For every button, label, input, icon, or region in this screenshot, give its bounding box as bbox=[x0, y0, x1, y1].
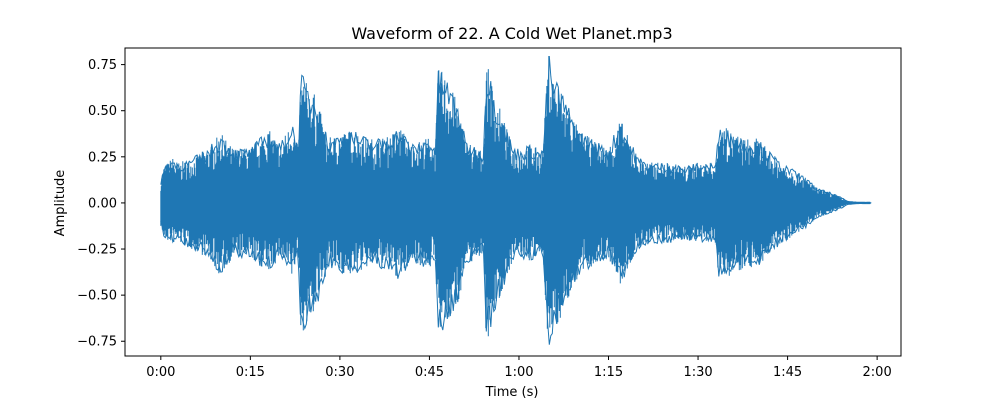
x-tick-label: 1:45 bbox=[773, 365, 802, 380]
waveform-upper-peak-line bbox=[160, 55, 871, 203]
x-tick-label: 0:45 bbox=[415, 365, 444, 380]
waveform-lower-peak-line bbox=[160, 202, 871, 345]
x-tick-label: 1:15 bbox=[594, 365, 623, 380]
y-tick-label: −0.25 bbox=[77, 243, 117, 258]
y-axis-label: Amplitude bbox=[53, 170, 68, 237]
y-tick-label: 0.00 bbox=[88, 196, 117, 211]
x-tick-label: 1:30 bbox=[683, 365, 712, 380]
x-tick-label: 1:00 bbox=[504, 365, 533, 380]
plot-frame bbox=[124, 47, 902, 357]
y-tick-label: −0.50 bbox=[77, 289, 117, 304]
x-tick-label: 0:15 bbox=[236, 365, 265, 380]
y-tick-label: 0.25 bbox=[88, 150, 117, 165]
x-tick-label: 0:00 bbox=[146, 365, 175, 380]
y-tick-label: 0.75 bbox=[88, 58, 117, 73]
chart-title: Waveform of 22. A Cold Wet Planet.mp3 bbox=[351, 24, 672, 43]
y-axis-ticks: 0.75 0.50 0.25 0.00 −0.25 −0.50 −0.75 bbox=[77, 58, 125, 350]
waveform-fill bbox=[160, 56, 872, 337]
x-axis-ticks: 0:00 0:15 0:30 0:45 1:00 1:15 1:30 1:45 2:00 bbox=[146, 356, 892, 380]
y-tick-label: 0.50 bbox=[88, 104, 117, 119]
x-tick-label: 0:30 bbox=[325, 365, 354, 380]
waveform-series bbox=[160, 55, 872, 345]
y-tick-label: −0.75 bbox=[77, 335, 117, 350]
x-axis-label: Time (s) bbox=[485, 385, 539, 400]
x-tick-label: 2:00 bbox=[863, 365, 892, 380]
